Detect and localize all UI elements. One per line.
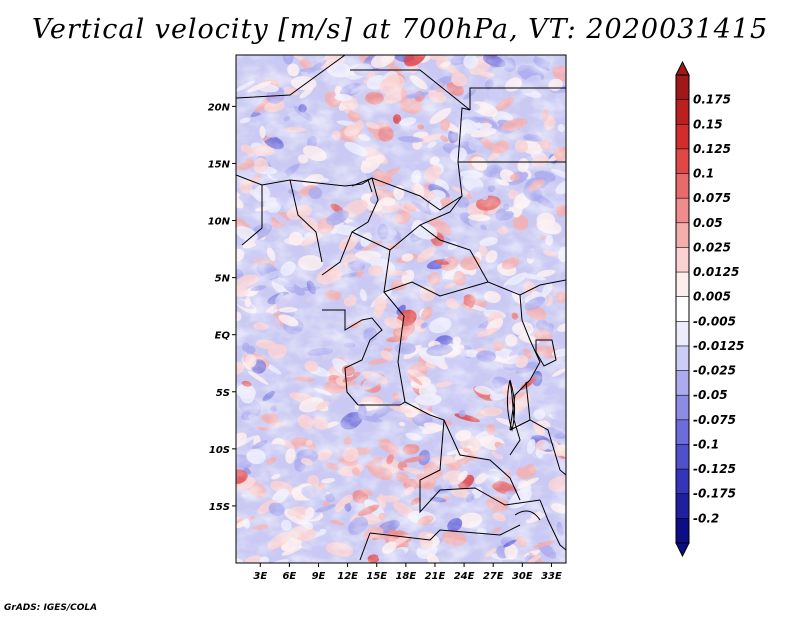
velocity-field [236,55,566,563]
colorbar-label: -0.005 [693,314,736,328]
lon-label: 33E [541,571,562,582]
colorbar-swatch [676,321,689,347]
lon-label: 21E [425,571,446,582]
colorbar-label: 0.1 [693,167,714,181]
latitude-labels: 20N 15N 10N 5N EQ 5S 10S 15S [208,102,236,513]
country-borders [236,55,566,561]
lat-label: 15S [209,502,230,513]
colorbar-label: 0.15 [693,117,723,131]
colorbar-label: -0.1 [693,437,719,451]
colorbar-label: -0.125 [693,462,736,476]
lon-label: 15E [366,571,387,582]
lon-label: 30E [512,571,533,582]
colorbar-label: 0.175 [693,93,731,107]
lon-label: 24E [454,571,475,582]
lat-label: 5S [216,388,230,399]
colorbar-label: 0.125 [693,142,731,156]
colorbar-label: -0.0125 [693,339,744,353]
lon-label: 18E [395,571,416,582]
colorbar-label: -0.175 [693,487,736,501]
map-frame [235,54,567,564]
lon-label: 6E [282,571,296,582]
longitude-labels: 3E 6E 9E 12E 15E 18E 21E 24E 27E 30E 33E [253,563,562,582]
colorbar-label: -0.025 [693,364,736,378]
colorbar-swatch [676,296,689,322]
colorbar-swatch [676,222,689,248]
colorbar-swatch [676,173,689,199]
colorbar-swatch [676,198,689,224]
colorbar-swatch [676,493,689,519]
colorbar-swatch [676,148,689,175]
lat-label: 5N [215,274,231,285]
colorbar-swatch [676,247,689,273]
colorbar-swatch [676,99,689,125]
colorbar-min-arrow [675,542,690,558]
lat-label: EQ [215,331,231,342]
software-credit: GrADS: IGES/COLA [4,603,98,613]
colorbar-label: 0.005 [693,290,731,304]
colorbar-label: -0.075 [693,413,736,427]
colorbar-swatch [676,518,689,544]
lon-label: 12E [337,571,358,582]
colorbar-label: -0.2 [693,511,719,525]
field-texture [236,55,566,563]
lon-label: 3E [253,571,267,582]
lon-label: 27E [483,571,504,582]
colorbar-swatch [676,345,689,372]
lon-label: 9E [312,571,326,582]
colorbar-label: 0.075 [693,191,731,205]
colorbar-label: 0.05 [693,216,723,230]
lake-outlines [367,179,557,521]
colorbar-frame [675,74,690,544]
colorbar-swatch [676,370,689,396]
colorbar-swatch [676,75,689,101]
colorbar-label: -0.05 [693,388,728,402]
colorbar: 0.175 0.15 0.125 0.1 0.075 0.05 0.025 0.0125 0.0… [675,60,744,558]
colorbar-swatch [676,419,689,445]
colorbar-label: 0.0125 [693,265,739,279]
colorbar-swatch [676,272,689,298]
lat-label: 15N [208,159,231,170]
colorbar-swatch [676,395,689,421]
lat-label: 10N [208,217,231,228]
map-title: Vertical velocity [m/s] at 700hPa, VT: 2… [31,14,769,45]
colorbar-max-arrow [675,60,690,76]
colorbar-swatch [676,469,689,495]
colorbar-label: 0.025 [693,240,731,254]
colorbar-swatch [676,444,689,470]
lat-label: 20N [208,102,231,113]
colorbar-swatch [676,124,689,150]
lat-label: 10S [209,445,230,456]
